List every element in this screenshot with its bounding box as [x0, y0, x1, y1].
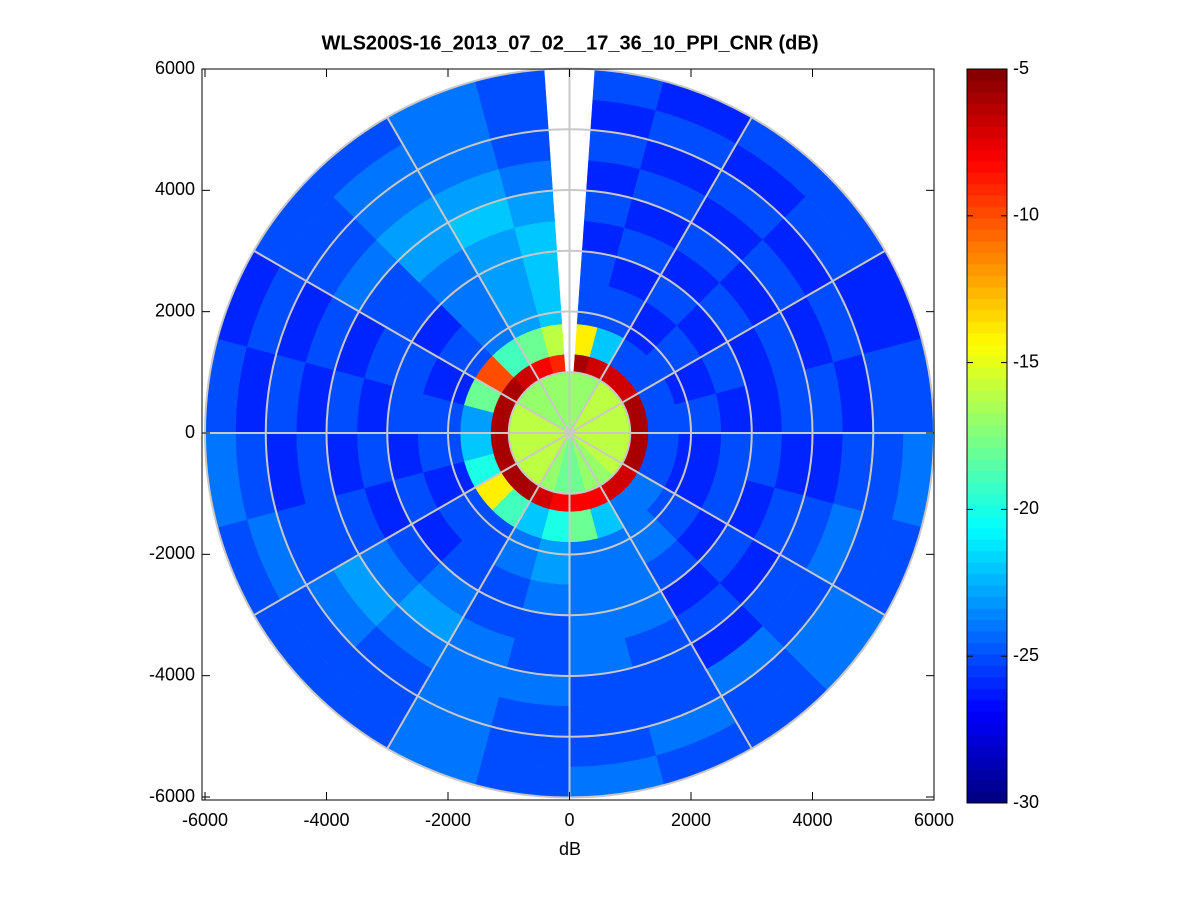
colorbar-step — [967, 424, 1007, 437]
colorbar-step — [967, 653, 1007, 666]
colorbar-tick-label: -5 — [1013, 58, 1029, 78]
colorbar-step — [967, 321, 1007, 334]
y-tick-label: -2000 — [149, 543, 195, 563]
colorbar-step — [967, 114, 1007, 127]
y-tick-label: -6000 — [149, 786, 195, 806]
colorbar-step — [967, 573, 1007, 586]
polar-spoke — [253, 249, 570, 434]
colorbar-step — [967, 183, 1007, 196]
colorbar-step — [967, 344, 1007, 357]
y-tick-label: -4000 — [149, 664, 195, 684]
colorbar-step — [967, 80, 1007, 93]
colorbar-step — [967, 298, 1007, 311]
colorbar-step — [967, 286, 1007, 299]
x-tick-label: -4000 — [303, 810, 349, 830]
colorbar-step — [967, 241, 1007, 253]
colorbar-step — [967, 401, 1007, 414]
colorbar-step — [967, 780, 1007, 793]
plot-frame — [201, 68, 935, 801]
colorbar-step — [967, 516, 1007, 529]
colorbar-step — [967, 378, 1007, 391]
x-tick-label: -2000 — [425, 810, 471, 830]
colorbar-tick-label: -25 — [1013, 645, 1039, 665]
colorbar-step — [967, 126, 1007, 139]
colorbar-step — [967, 757, 1007, 770]
colorbar-step — [967, 355, 1007, 368]
colorbar-step — [967, 91, 1007, 104]
colorbar-step — [967, 218, 1007, 231]
colorbar-tick-label: -20 — [1013, 498, 1039, 518]
x-tick-label: 2000 — [671, 810, 711, 830]
colorbar-step — [967, 585, 1007, 598]
colorbar-step — [967, 688, 1007, 701]
colorbar-step — [967, 436, 1007, 448]
colorbar-step — [967, 229, 1007, 242]
colorbar-step — [967, 630, 1007, 643]
colorbar-step — [967, 103, 1007, 116]
colorbar-step — [967, 367, 1007, 380]
colorbar-step — [967, 619, 1007, 632]
x-tick-label: 6000 — [914, 810, 954, 830]
colorbar-step — [967, 263, 1007, 276]
colorbar-step — [967, 195, 1007, 208]
x-tick-label: 0 — [564, 810, 574, 830]
colorbar-step — [967, 711, 1007, 724]
colorbar-step — [967, 596, 1007, 609]
polar-spoke — [386, 432, 571, 750]
polar-spoke — [569, 249, 886, 434]
polar-spoke — [568, 116, 753, 434]
polar-spoke — [386, 116, 571, 434]
colorbar-step — [967, 206, 1007, 219]
colorbar-step — [967, 527, 1007, 540]
colorbar-tick-label: -30 — [1013, 792, 1039, 812]
colorbar-step — [967, 458, 1007, 471]
colorbar-step — [967, 539, 1007, 552]
polar-spoke — [568, 432, 753, 750]
colorbar-step — [967, 642, 1007, 655]
colorbar-frame — [966, 68, 1008, 804]
x-tick-label: -6000 — [182, 810, 228, 830]
colorbar-tick-label: -10 — [1013, 205, 1039, 225]
colorbar-step — [967, 699, 1007, 712]
y-tick-label: 4000 — [155, 179, 195, 199]
colorbar-step — [967, 275, 1007, 288]
colorbar-step — [967, 722, 1007, 735]
colorbar-step — [967, 481, 1007, 494]
colorbar-step — [967, 413, 1007, 426]
y-tick-label: 6000 — [155, 58, 195, 78]
colorbar-step — [967, 160, 1007, 173]
colorbar-step — [967, 252, 1007, 265]
colorbar-step — [967, 504, 1007, 517]
polar-spoke — [253, 432, 570, 617]
colorbar-step — [967, 69, 1007, 81]
colorbar-step — [967, 550, 1007, 563]
colorbar-step — [967, 791, 1007, 804]
colorbar-tick-label: -15 — [1013, 351, 1039, 371]
colorbar-step — [967, 447, 1007, 460]
x-axis-label: dB — [559, 839, 581, 859]
colorbar-step — [967, 172, 1007, 185]
colorbar-step — [967, 665, 1007, 678]
colorbar-step — [967, 149, 1007, 162]
colorbar-step — [967, 493, 1007, 506]
colorbar-step — [967, 332, 1007, 345]
colorbar-step — [967, 137, 1007, 150]
colorbar-step — [967, 309, 1007, 322]
y-tick-label: 0 — [185, 422, 195, 442]
colorbar-step — [967, 562, 1007, 575]
colorbar-step — [967, 676, 1007, 689]
colorbar-step — [967, 470, 1007, 483]
y-tick-label: 2000 — [155, 300, 195, 320]
colorbar-step — [967, 734, 1007, 747]
colorbar-step — [967, 768, 1007, 781]
chart-title: WLS200S-16_2013_07_02__17_36_10_PPI_CNR … — [322, 32, 819, 54]
polar-spoke — [569, 432, 886, 617]
x-tick-label: 4000 — [792, 810, 832, 830]
colorbar-step — [967, 745, 1007, 758]
colorbar-step — [967, 608, 1007, 620]
colorbar-step — [967, 390, 1007, 403]
